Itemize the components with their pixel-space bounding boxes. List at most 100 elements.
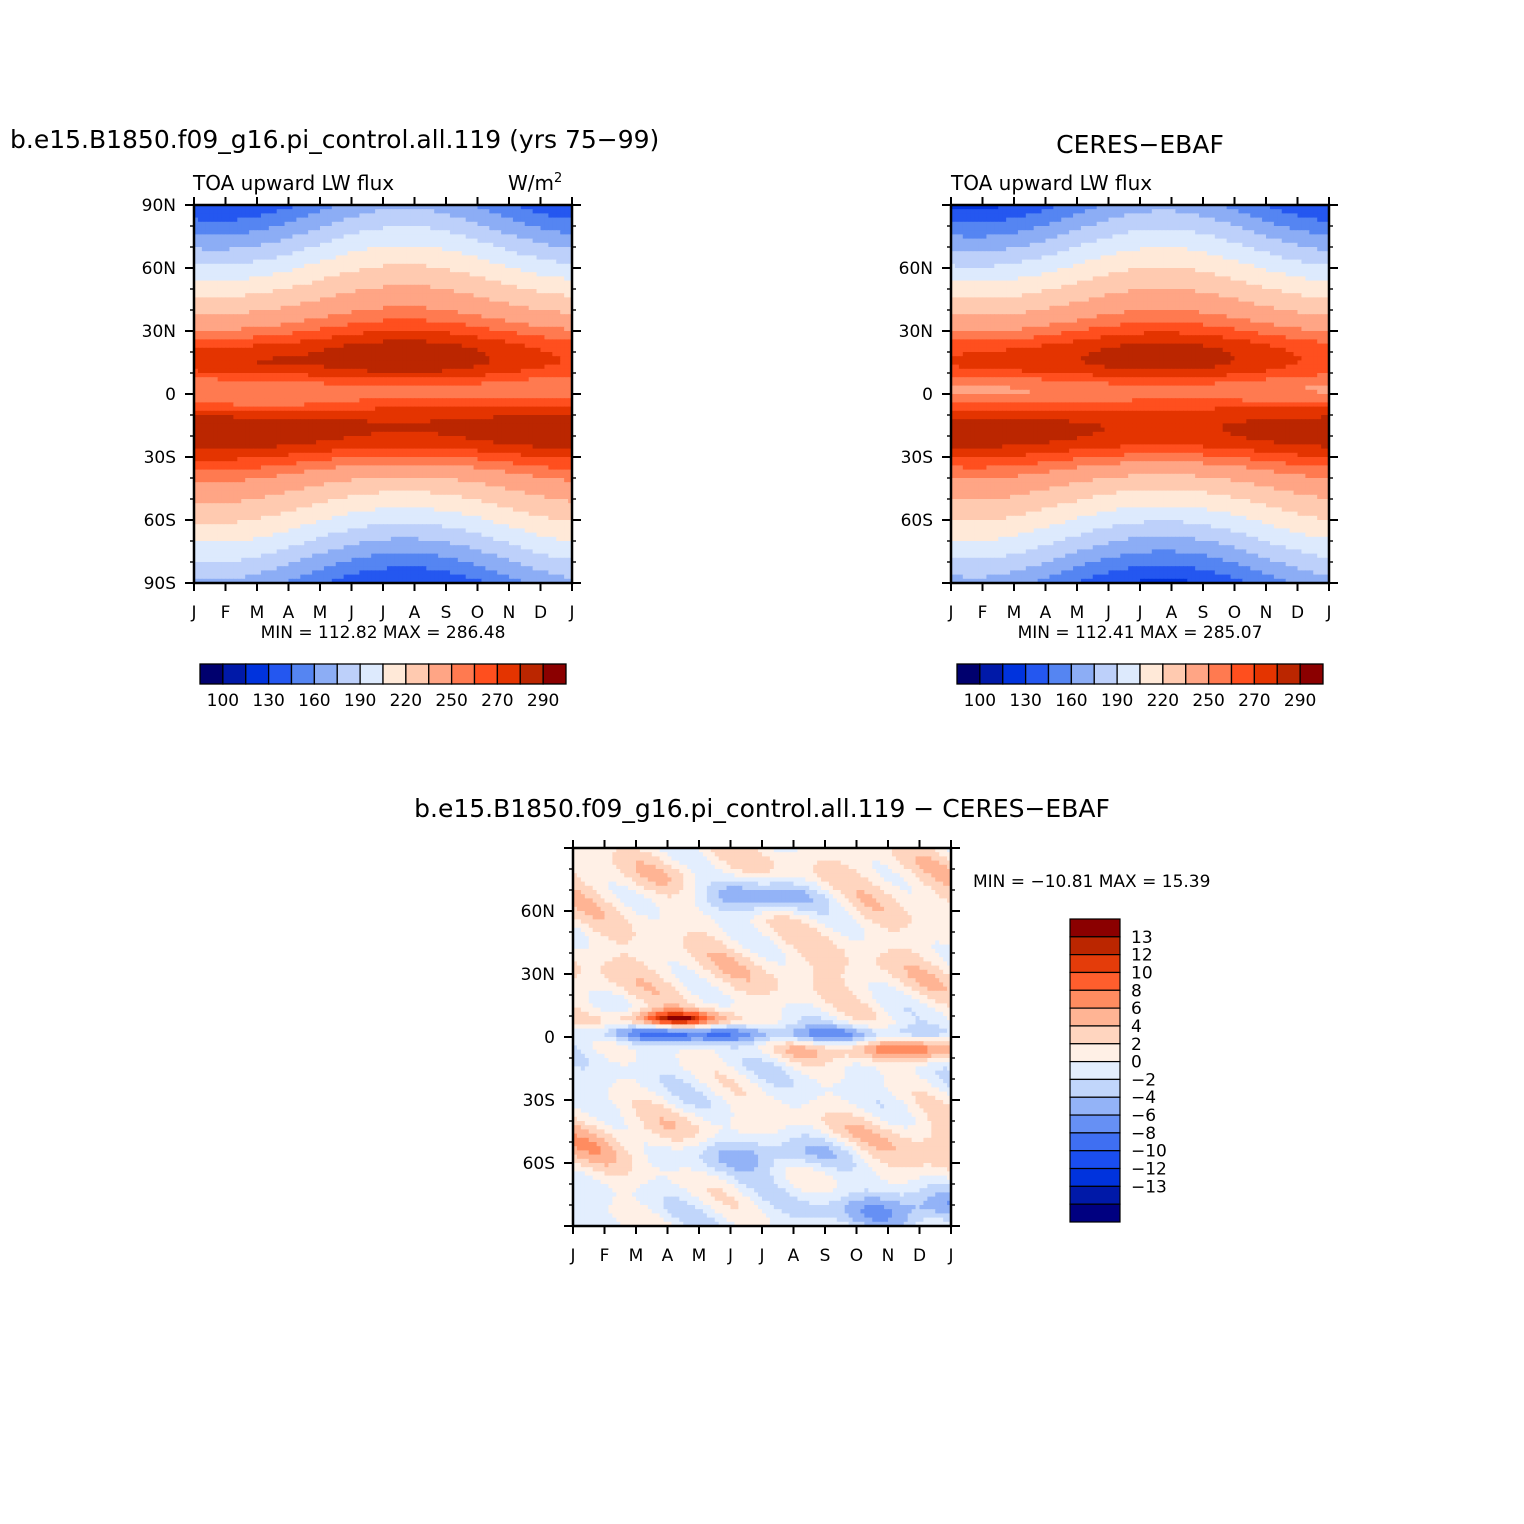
contour-cell: [209, 268, 215, 273]
contour-cell: [233, 234, 238, 240]
contour-cell: [327, 305, 333, 311]
contour-cell: [544, 217, 549, 223]
contour-cell: [548, 364, 553, 370]
contour-cell: [406, 230, 412, 235]
contour-cell: [363, 213, 368, 219]
contour-cell: [260, 293, 266, 298]
contour-cell: [300, 301, 305, 307]
contour-cell: [296, 406, 301, 412]
contour-cell: [481, 242, 486, 248]
contour-cell: [323, 398, 329, 403]
contour-cell: [217, 339, 223, 345]
contour-cell: [331, 305, 337, 311]
contour-cell: [331, 314, 337, 319]
contour-cell: [414, 326, 420, 332]
contour-cell: [229, 251, 234, 256]
contour-cell: [347, 364, 353, 370]
contour-cell: [383, 385, 388, 391]
contour-cell: [331, 280, 337, 286]
contour-cell: [268, 326, 274, 332]
contour-cell: [394, 280, 400, 286]
contour-cell: [497, 289, 502, 294]
contour-cell: [560, 268, 565, 273]
contour-cell: [335, 255, 341, 261]
contour-cell: [442, 339, 447, 345]
contour-cell: [331, 217, 337, 223]
contour-cell: [418, 389, 423, 395]
contour-cell: [217, 343, 223, 349]
contour-cell: [194, 221, 199, 227]
contour-cell: [434, 331, 439, 336]
contour-cell: [489, 331, 494, 336]
contour-cell: [355, 276, 360, 282]
contour-cell: [516, 263, 522, 269]
contour-cell: [331, 381, 337, 387]
contour-cell: [394, 305, 400, 311]
contour-cell: [233, 343, 238, 349]
contour-cell: [446, 406, 451, 412]
contour-cell: [532, 234, 538, 240]
contour-cell: [367, 398, 372, 403]
contour-cell: [394, 389, 400, 395]
contour-cell: [312, 373, 317, 378]
contour-cell: [339, 381, 345, 387]
contour-cell: [386, 301, 392, 307]
contour-cell: [560, 410, 565, 416]
contour-cell: [536, 373, 542, 378]
contour-cell: [390, 276, 396, 282]
contour-cell: [477, 272, 483, 277]
contour-cell: [241, 347, 246, 353]
contour-cell: [564, 389, 569, 395]
contour-cell: [402, 251, 408, 256]
contour-cell: [465, 381, 471, 387]
contour-cell: [453, 402, 459, 408]
contour-cell: [449, 339, 455, 345]
contour-cell: [371, 293, 376, 298]
contour-cell: [292, 360, 297, 366]
contour-cell: [528, 205, 534, 210]
contour-cell: [485, 406, 490, 412]
contour-cell: [394, 301, 400, 307]
contour-cell: [280, 217, 286, 223]
contour-cell: [568, 318, 573, 324]
contour-cell: [418, 305, 423, 311]
contour-cell: [469, 326, 475, 332]
contour-cell: [544, 356, 549, 361]
contour-cell: [276, 251, 282, 256]
contour-cell: [434, 263, 439, 269]
contour-cell: [245, 377, 250, 382]
contour-cell: [524, 310, 530, 315]
contour-cell: [528, 385, 534, 391]
contour-cell: [257, 331, 262, 336]
contour-cell: [434, 398, 439, 403]
contour-cell: [284, 268, 290, 273]
contour-cell: [485, 356, 490, 361]
contour-cell: [249, 360, 254, 366]
contour-cell: [509, 398, 514, 403]
contour-cell: [276, 280, 282, 286]
contour-cell: [410, 238, 416, 244]
contour-cell: [422, 419, 427, 424]
contour-cell: [225, 230, 231, 235]
contour-cell: [426, 331, 431, 336]
contour-cell: [363, 410, 368, 416]
contour-cell: [505, 234, 510, 240]
contour-cell: [505, 331, 510, 336]
contour-cell: [469, 276, 475, 282]
contour-cell: [316, 234, 321, 240]
contour-cell: [430, 259, 435, 265]
contour-cell: [481, 213, 486, 219]
contour-cell: [233, 255, 238, 261]
contour-cell: [406, 347, 412, 353]
contour-cell: [343, 305, 349, 311]
contour-cell: [229, 305, 234, 311]
contour-cell: [422, 406, 427, 412]
contour-cell: [363, 297, 368, 303]
contour-cell: [304, 373, 309, 378]
contour-cell: [284, 293, 290, 298]
contour-cell: [552, 259, 557, 265]
contour-cell: [363, 343, 368, 349]
contour-cell: [493, 301, 498, 307]
contour-cell: [308, 339, 313, 345]
contour-cell: [260, 314, 266, 319]
